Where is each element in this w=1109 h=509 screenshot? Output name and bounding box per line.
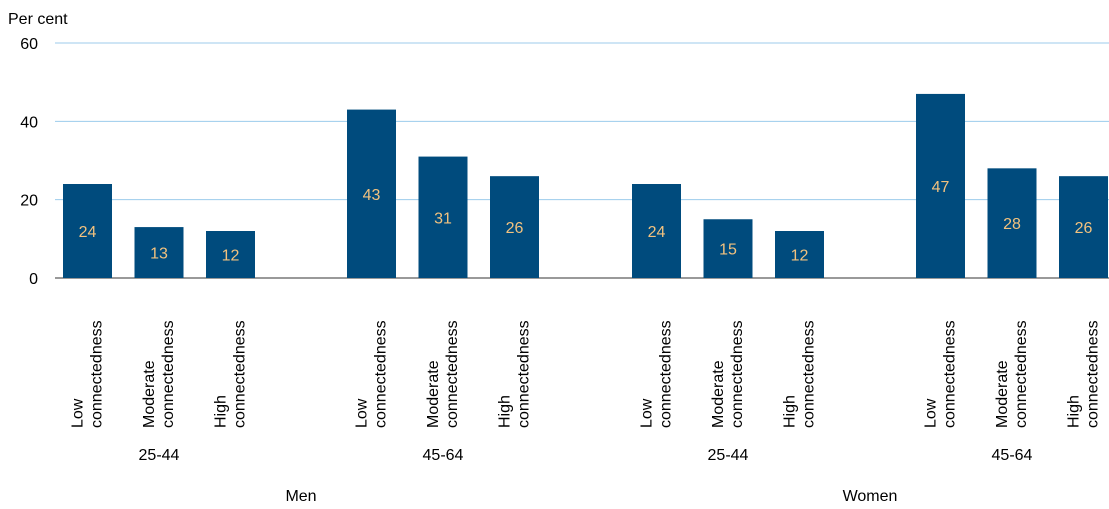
bar bbox=[987, 168, 1037, 278]
value-label: 15 bbox=[719, 242, 737, 259]
y-tick-label: 60 bbox=[20, 36, 38, 53]
bar bbox=[206, 231, 255, 278]
y-axis-label: Per cent bbox=[8, 11, 68, 28]
value-label: 24 bbox=[648, 224, 666, 241]
bar bbox=[775, 231, 824, 278]
age-group-label: 45-64 bbox=[423, 447, 464, 464]
value-label: 26 bbox=[1075, 220, 1093, 237]
bar bbox=[418, 156, 468, 278]
bars bbox=[63, 93, 1108, 279]
y-tick-label: 20 bbox=[20, 193, 38, 210]
sex-group-label: Women bbox=[843, 488, 898, 505]
value-label: 12 bbox=[791, 248, 809, 265]
y-tick-label: 0 bbox=[29, 271, 38, 288]
category-label: Moderate connectedness bbox=[710, 320, 746, 428]
value-label: 43 bbox=[363, 187, 381, 204]
bar bbox=[916, 93, 965, 279]
bar bbox=[134, 227, 184, 278]
bar bbox=[63, 184, 112, 278]
bar bbox=[703, 219, 753, 278]
value-labels: 24 13 12 43 31 26 24 15 12 47 28 26 bbox=[79, 179, 1093, 265]
category-label: Moderate connectedness bbox=[425, 320, 461, 428]
category-label: High connectedness bbox=[497, 320, 533, 428]
category-label: High connectedness bbox=[782, 320, 818, 428]
category-label: Moderate connectedness bbox=[994, 320, 1030, 428]
value-label: 12 bbox=[222, 248, 240, 265]
category-label: Low connectedness bbox=[923, 320, 959, 428]
category-label: Low connectedness bbox=[639, 320, 675, 428]
category-label: Low connectedness bbox=[354, 320, 390, 428]
age-group-label: 25-44 bbox=[139, 447, 180, 464]
bar bbox=[347, 109, 396, 278]
category-label: Low connectedness bbox=[70, 320, 106, 428]
age-group-label: 45-64 bbox=[992, 447, 1033, 464]
age-group-labels: 25-44 45-64 25-44 45-64 bbox=[139, 447, 1033, 464]
category-label: High connectedness bbox=[1066, 320, 1102, 428]
y-tick-labels: 0 20 40 60 bbox=[20, 36, 38, 288]
bar bbox=[490, 176, 539, 278]
category-label: High connectedness bbox=[213, 320, 249, 428]
bar bbox=[632, 184, 681, 278]
bar bbox=[1059, 176, 1108, 278]
sex-group-labels: Men Women bbox=[285, 488, 897, 505]
category-label: Moderate connectedness bbox=[141, 320, 177, 428]
category-labels: Low connectedness Moderate connectedness Hig… bbox=[70, 320, 1102, 428]
sex-group-label: Men bbox=[285, 488, 316, 505]
age-group-label: 25-44 bbox=[708, 447, 749, 464]
value-label: 31 bbox=[434, 210, 452, 227]
value-label: 13 bbox=[150, 246, 168, 263]
value-label: 28 bbox=[1003, 216, 1021, 233]
value-label: 26 bbox=[506, 220, 524, 237]
y-tick-label: 40 bbox=[20, 114, 38, 131]
value-label: 24 bbox=[79, 224, 97, 241]
value-label: 47 bbox=[932, 179, 950, 196]
